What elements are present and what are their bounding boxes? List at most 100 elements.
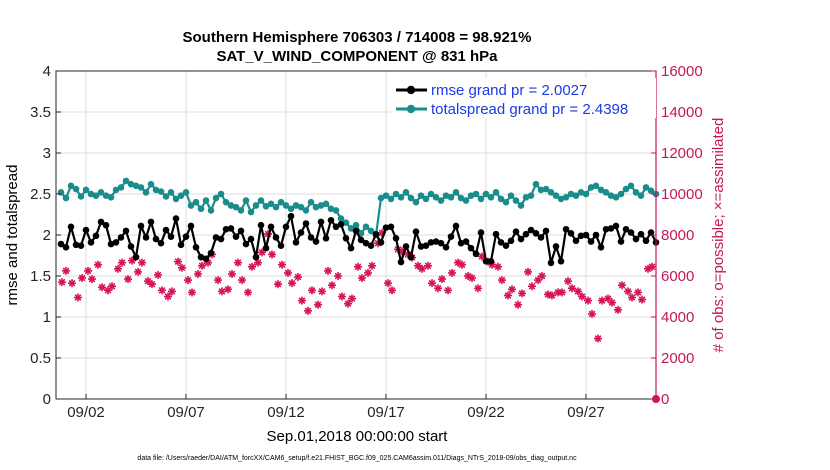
obs-count-point [514, 300, 522, 309]
rmse-point [237, 227, 245, 235]
totalspread-point [342, 219, 350, 226]
y-left-tick-label: 0.5 [30, 350, 51, 367]
totalspread-point [497, 195, 505, 203]
totalspread-point [97, 189, 105, 196]
obs-count-point [178, 263, 186, 272]
totalspread-point [552, 192, 560, 199]
obs-count-point [638, 295, 646, 304]
totalspread-point [362, 223, 370, 231]
totalspread-point [477, 195, 485, 203]
obs-count-point [134, 267, 142, 276]
obs-count-point [588, 309, 596, 318]
rmse-point [607, 225, 615, 232]
rmse-point [617, 238, 625, 245]
rmse-point [502, 242, 510, 249]
obs-count-point [128, 256, 136, 265]
rmse-point [227, 225, 235, 232]
rmse-point [452, 222, 460, 230]
y-right-tick-label: 14000 [661, 104, 703, 121]
rmse-point [477, 229, 485, 236]
obs-count-point [614, 305, 622, 314]
totalspread-point [487, 193, 495, 201]
rmse-point [422, 242, 430, 249]
obs-count-point [448, 268, 456, 277]
rmse-point [252, 253, 260, 261]
obs-count-point [228, 269, 236, 278]
rmse-point [632, 235, 640, 243]
totalspread-point [212, 194, 220, 202]
totalspread-point [162, 193, 170, 200]
obs-count-point [354, 262, 362, 271]
totalspread-point [232, 203, 240, 211]
obs-count-point [148, 280, 156, 289]
rmse-point [327, 216, 335, 224]
totalspread-point [387, 195, 395, 203]
rmse-point [297, 229, 305, 236]
rmse-point [382, 224, 390, 231]
rmse-point [467, 244, 475, 252]
obs-count-point [334, 272, 342, 280]
totalspread-point [62, 194, 70, 202]
totalspread-point [457, 194, 465, 202]
y-left-tick-label: 2 [43, 227, 51, 244]
x-tick-label: 09/27 [567, 404, 605, 421]
obs-count-point [434, 284, 442, 293]
y-axis-left-label: rmse and totalspread [4, 165, 21, 306]
obs-count-point [238, 276, 246, 285]
obs-count-point [538, 272, 546, 280]
series-layer [57, 177, 660, 403]
totalspread-point [132, 182, 140, 190]
obs-count-point [218, 287, 226, 296]
totalspread-point [102, 192, 110, 199]
rmse-point [192, 244, 200, 251]
totalspread-point [532, 180, 540, 188]
totalspread-point [337, 215, 345, 222]
totalspread-point [152, 186, 160, 194]
rmse-point [107, 240, 115, 248]
rmse-point [497, 239, 505, 246]
obs-count-point [628, 293, 636, 302]
rmse-point [167, 233, 175, 240]
rmse-point [187, 222, 195, 230]
totalspread-point [642, 184, 650, 191]
rmse-point [582, 231, 590, 239]
rmse-point [412, 228, 420, 236]
totalspread-point [392, 190, 400, 198]
rmse-point [637, 230, 645, 238]
obs-count-point [108, 282, 116, 291]
obs-count-point [358, 274, 366, 283]
totalspread-point [417, 192, 425, 199]
obs-count-point [224, 285, 232, 294]
rmse-point [277, 242, 285, 249]
y-right-tick-label: 12000 [661, 145, 703, 162]
rmse-point [547, 259, 555, 267]
obs-count-point [564, 277, 572, 286]
rmse-point [627, 229, 635, 236]
rmse-point [557, 257, 565, 265]
x-tick-label: 09/02 [67, 404, 105, 421]
totalspread-point [452, 189, 460, 196]
obs-count-point [494, 262, 502, 271]
totalspread-point [177, 192, 185, 199]
obs-count-point [88, 275, 96, 284]
obs-count-point [598, 296, 606, 305]
totalspread-point [197, 205, 205, 213]
rmse-point [322, 234, 330, 242]
totalspread-point [637, 192, 645, 199]
obs-count-point [244, 288, 252, 297]
totalspread-point [67, 182, 75, 190]
obs-count-point [68, 279, 76, 288]
totalspread-point [287, 205, 295, 213]
totalspread-point [562, 193, 570, 201]
obs-count-point [584, 296, 592, 305]
rmse-point [572, 237, 580, 245]
obs-count-point [634, 288, 642, 297]
totalspread-point [122, 177, 130, 185]
totalspread-point [142, 189, 150, 196]
totalspread-point [422, 195, 430, 203]
rmse-point [132, 253, 140, 261]
obs-count-point [518, 289, 526, 298]
totalspread-point [77, 193, 85, 200]
totalspread-point [272, 203, 280, 211]
rmse-point [592, 231, 600, 239]
